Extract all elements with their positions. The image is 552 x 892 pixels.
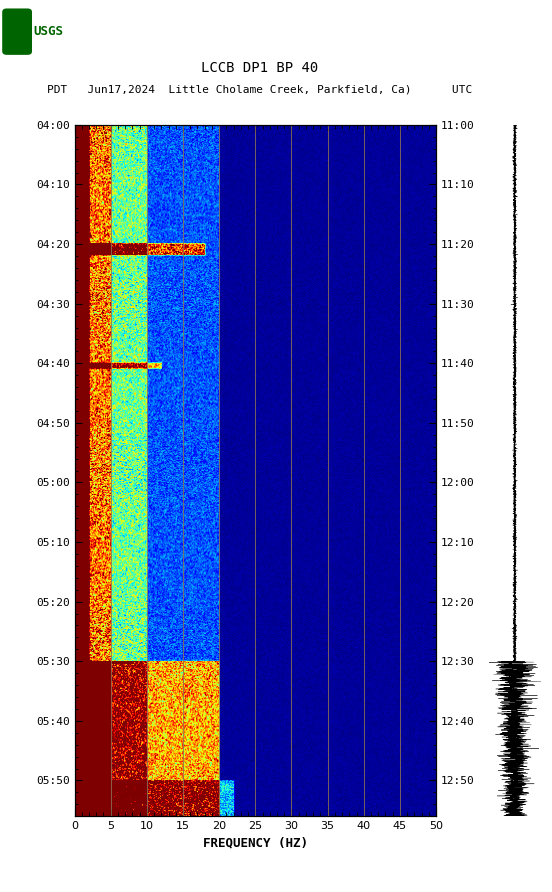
Text: PDT   Jun17,2024  Little Cholame Creek, Parkfield, Ca)      UTC: PDT Jun17,2024 Little Cholame Creek, Par… [47, 84, 472, 95]
Text: USGS: USGS [33, 25, 63, 37]
X-axis label: FREQUENCY (HZ): FREQUENCY (HZ) [203, 837, 308, 849]
FancyBboxPatch shape [2, 8, 32, 55]
Text: LCCB DP1 BP 40: LCCB DP1 BP 40 [201, 61, 318, 75]
